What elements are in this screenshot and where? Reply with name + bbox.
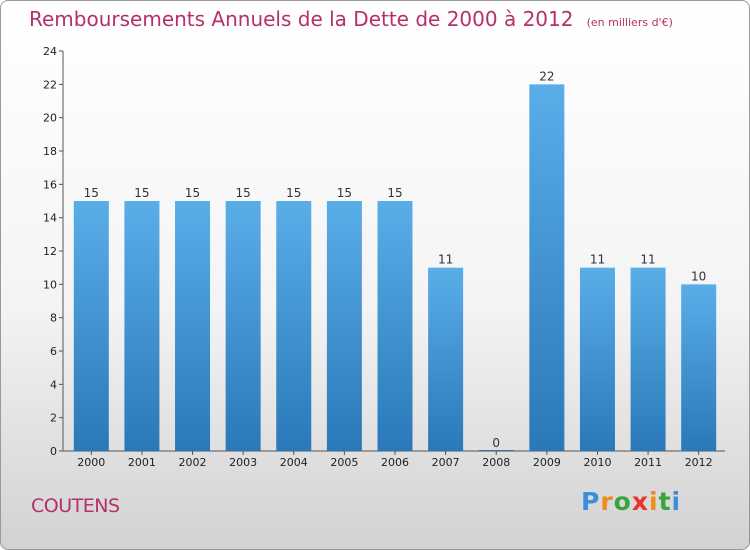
x-tick-label-2000: 2000 [77, 456, 105, 469]
chart-title: Remboursements Annuels de la Dette de 20… [29, 7, 673, 31]
bar-2007 [428, 267, 464, 451]
y-tick-label: 2 [50, 412, 57, 425]
data-label-2002: 15 [185, 186, 200, 200]
y-tick-label: 22 [43, 78, 57, 91]
x-tick-label-2011: 2011 [634, 456, 662, 469]
bar-2003 [225, 201, 261, 451]
y-tick-label: 18 [43, 145, 57, 158]
y-tick-label: 14 [43, 212, 57, 225]
data-label-2011: 11 [640, 253, 655, 267]
logo-letter: x [631, 487, 649, 516]
chart-title-main: Remboursements Annuels de la Dette de 20… [29, 7, 574, 31]
bar-2012 [681, 284, 717, 451]
data-label-2007: 11 [438, 253, 453, 267]
y-tick-label: 12 [43, 245, 57, 258]
data-label-2010: 11 [590, 253, 605, 267]
x-tick-label-2010: 2010 [583, 456, 611, 469]
bar-2008 [478, 450, 514, 451]
data-label-2004: 15 [286, 186, 301, 200]
bar-2009 [529, 84, 565, 451]
x-tick-label-2012: 2012 [685, 456, 713, 469]
data-label-2001: 15 [134, 186, 149, 200]
bar-2005 [326, 201, 362, 451]
y-tick-label: 6 [50, 345, 57, 358]
x-tick-label-2005: 2005 [330, 456, 358, 469]
x-tick-label-2009: 2009 [533, 456, 561, 469]
commune-name: COUTENS [31, 495, 120, 517]
y-tick-label: 20 [43, 112, 57, 125]
data-label-2009: 22 [539, 69, 554, 83]
bar-2011 [630, 267, 666, 451]
bar-2001 [124, 201, 160, 451]
logo-letter: o [613, 487, 632, 516]
data-label-2008: 0 [492, 436, 500, 450]
logo-letter: i [671, 487, 682, 516]
y-tick-label: 0 [50, 445, 57, 458]
logo-letter: P [581, 487, 601, 516]
data-label-2003: 15 [236, 186, 251, 200]
y-tick-label: 16 [43, 178, 57, 191]
y-tick-label: 10 [43, 278, 57, 291]
bar-2004 [276, 201, 312, 451]
x-tick-label-2003: 2003 [229, 456, 257, 469]
y-tick-label: 8 [50, 312, 57, 325]
data-label-2005: 15 [337, 186, 352, 200]
data-label-2012: 10 [691, 269, 706, 283]
x-tick-label-2001: 2001 [128, 456, 156, 469]
bar-2010 [579, 267, 615, 451]
bar-2002 [175, 201, 211, 451]
proxiti-logo: Proxiti [581, 487, 681, 516]
x-tick-label-2007: 2007 [432, 456, 460, 469]
logo-letter: i [649, 487, 659, 516]
x-tick-label-2008: 2008 [482, 456, 510, 469]
data-label-2006: 15 [387, 186, 402, 200]
y-tick-label: 4 [50, 378, 57, 391]
data-label-2000: 15 [84, 186, 99, 200]
x-tick-label-2002: 2002 [179, 456, 207, 469]
x-tick-label-2004: 2004 [280, 456, 308, 469]
bar-2006 [377, 201, 413, 451]
chart-unit-note: (en milliers d'€) [586, 16, 673, 29]
x-tick-label-2006: 2006 [381, 456, 409, 469]
logo-letter: r [600, 487, 614, 516]
logo-letter: t [658, 487, 672, 516]
bar-2000 [73, 201, 109, 451]
y-tick-label: 24 [43, 45, 57, 58]
